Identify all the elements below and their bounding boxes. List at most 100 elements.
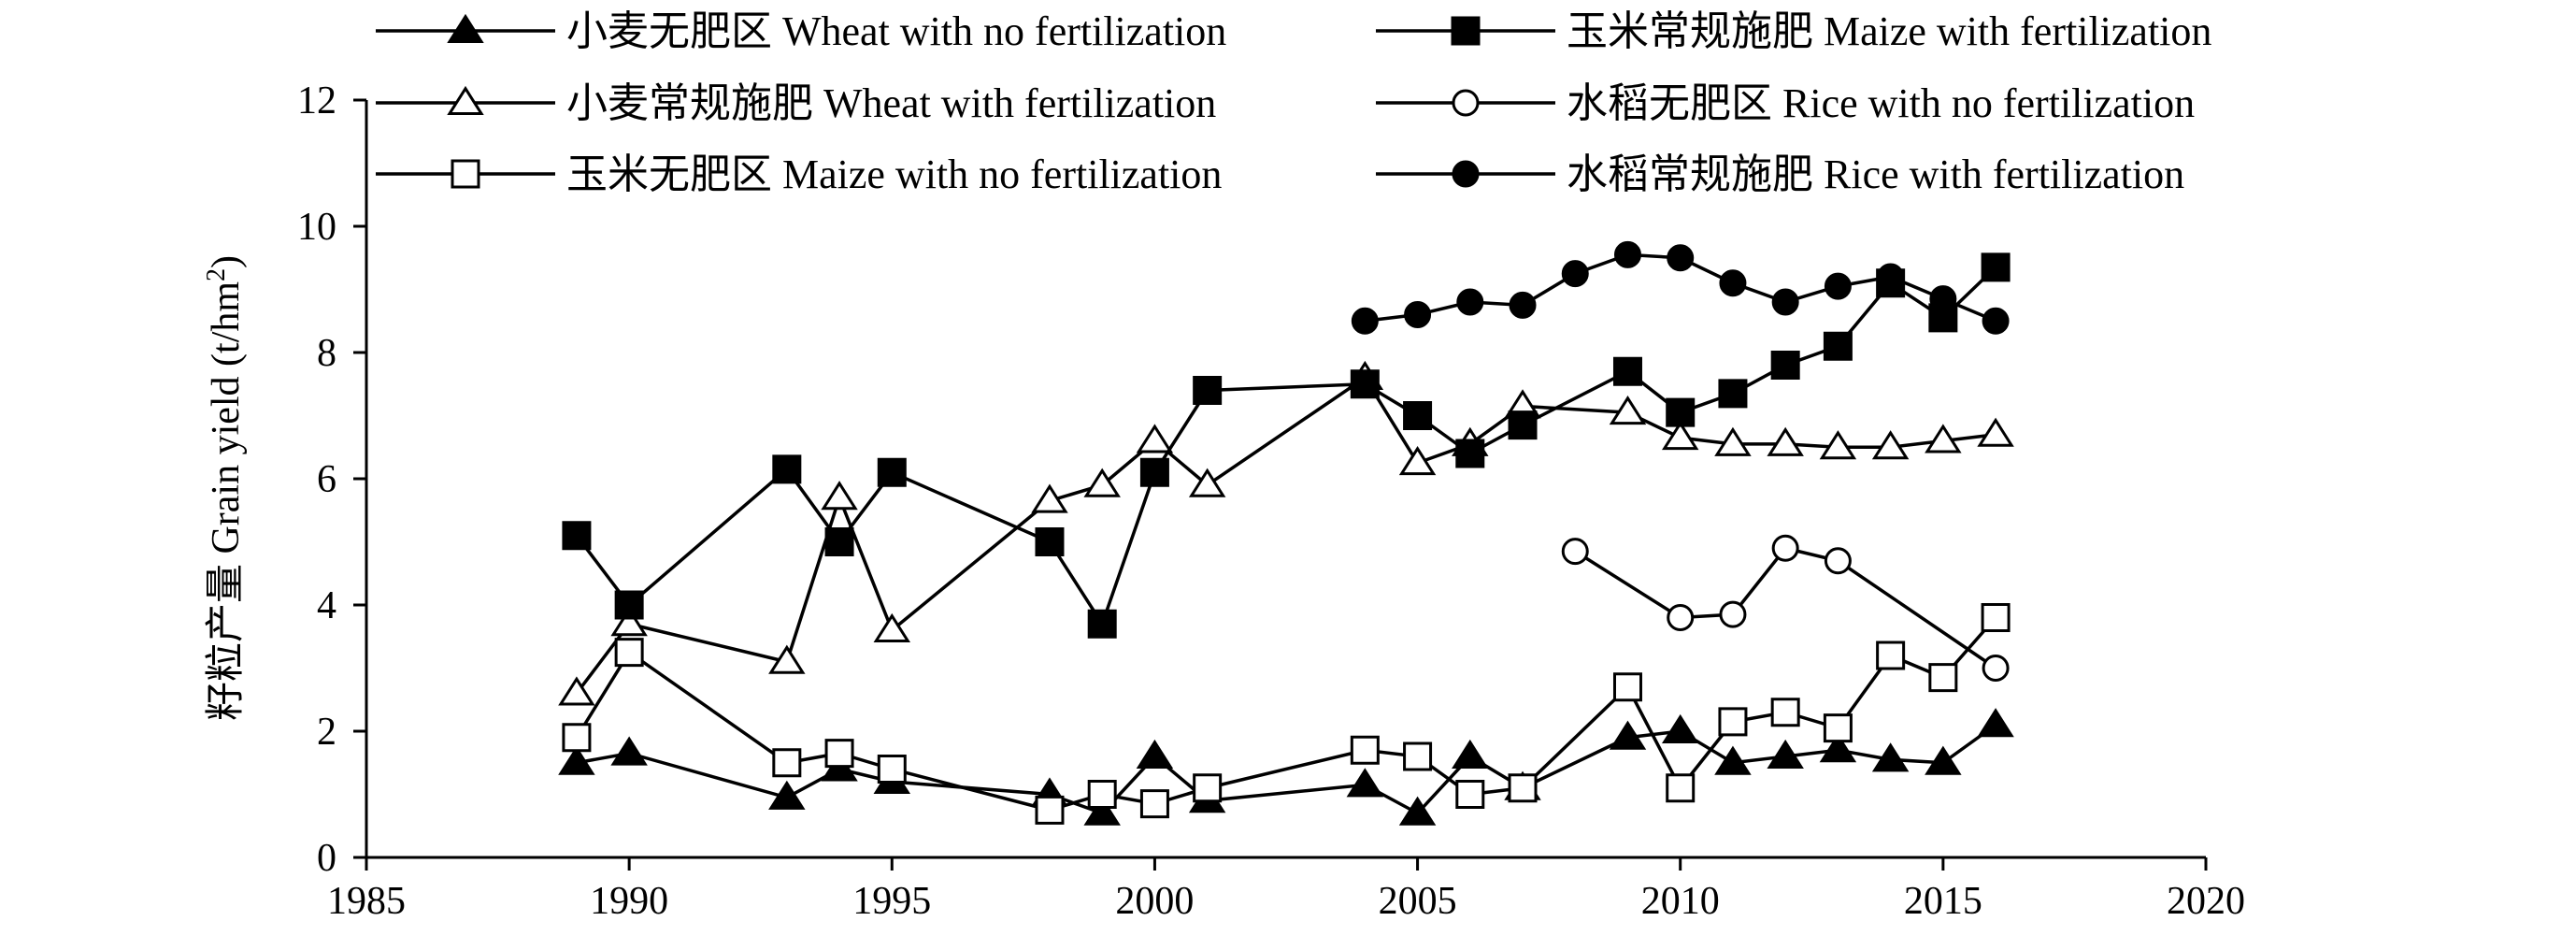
square-marker (877, 457, 907, 487)
series-4 (562, 252, 2011, 639)
triangle-marker (1714, 745, 1752, 775)
square-marker (1928, 663, 1958, 693)
circle-marker (1982, 655, 2010, 682)
triangle-marker (1661, 421, 1699, 451)
triangle-marker (1136, 424, 1174, 453)
axes: 1985 1990 1995 2000 2005 2010 2015 2020 0 2 4 6 8 10 1… (297, 79, 2245, 923)
y-tick-label: 2 (317, 711, 336, 754)
circle-marker (1452, 160, 1480, 188)
circle-marker (1667, 604, 1695, 631)
square-marker (1666, 397, 1696, 427)
square-marker (614, 590, 644, 620)
triangle-marker (768, 644, 806, 674)
circle-marker (1613, 240, 1641, 268)
triangle-marker (1136, 739, 1174, 769)
y-tick-label: 4 (317, 584, 336, 627)
y-tick-label: 6 (317, 458, 336, 501)
circle-marker (1929, 285, 1957, 313)
x-tick-label: 2015 (1904, 880, 1982, 923)
triangle-marker (821, 481, 858, 511)
square-marker (1350, 369, 1380, 399)
square-marker (1035, 527, 1065, 556)
circle-marker (1667, 244, 1695, 272)
square-marker (1193, 773, 1223, 803)
triangle-marker (768, 780, 806, 810)
square-marker (1981, 252, 2011, 282)
triangle-marker (1977, 708, 2014, 738)
square-marker (1508, 410, 1538, 440)
y-axis-label-sup: 2 (202, 268, 231, 281)
square-marker (1666, 773, 1696, 803)
triangle-marker (610, 736, 648, 766)
square-marker (877, 755, 907, 784)
triangle-marker (1452, 739, 1489, 769)
legend-label: 玉米无肥区 Maize with no fertilization (566, 151, 1222, 197)
square-marker (1823, 713, 1853, 743)
circle-marker (1824, 547, 1852, 575)
y-tick-label: 12 (297, 79, 336, 122)
triangle-marker (1031, 483, 1068, 513)
series-layer (558, 240, 2014, 826)
triangle-marker (1819, 733, 1857, 763)
triangle-marker (1925, 745, 1962, 775)
square-marker (614, 638, 644, 668)
square-marker (1770, 351, 1800, 380)
square-marker (562, 521, 592, 551)
triangle-marker (558, 745, 595, 775)
x-tick-label: 1985 (327, 880, 406, 923)
square-marker (1087, 609, 1117, 639)
x-tick-label: 2000 (1115, 880, 1194, 923)
legend-item: 小麦常规施肥 Wheat with fertilization (376, 80, 1216, 126)
square-marker (1981, 603, 2011, 632)
series-2 (558, 360, 2014, 706)
legend: 小麦无肥区 Wheat with no fertilization 玉米常规施肥 … (376, 8, 2211, 197)
square-marker (772, 454, 802, 484)
y-tick-label: 10 (297, 206, 336, 249)
triangle-marker (610, 607, 648, 637)
circle-marker (1771, 288, 1799, 316)
square-marker (1508, 773, 1538, 803)
circle-marker (1452, 89, 1480, 117)
circle-marker (1404, 301, 1432, 328)
square-marker (1087, 780, 1117, 809)
square-marker (1350, 735, 1380, 765)
square-marker (1612, 356, 1642, 386)
square-marker (1139, 457, 1169, 487)
triangle-marker (1398, 796, 1437, 826)
square-marker (1876, 641, 1906, 670)
legend-label: 水稻无肥区 Rice with no fertilization (1567, 80, 2195, 126)
circle-marker (1456, 288, 1484, 316)
triangle-marker (447, 85, 484, 115)
triangle-marker (1767, 739, 1804, 769)
triangle-marker (558, 676, 595, 706)
square-marker (1139, 789, 1169, 819)
triangle-marker (1188, 468, 1226, 497)
x-tick-label: 2020 (2167, 880, 2245, 923)
triangle-marker (447, 13, 484, 43)
square-marker (1451, 16, 1481, 46)
triangle-marker (1977, 417, 2014, 447)
square-marker (1823, 331, 1853, 361)
y-tick-label: 8 (317, 332, 336, 375)
square-marker (1193, 376, 1223, 405)
square-marker (1718, 379, 1748, 409)
x-tick-label: 2005 (1379, 880, 1457, 923)
circle-marker (1351, 307, 1379, 335)
triangle-marker (1609, 396, 1647, 425)
square-marker (1455, 780, 1485, 809)
triangle-marker (1398, 446, 1437, 476)
square-marker (451, 159, 480, 189)
series-6 (1351, 240, 2010, 335)
circle-marker (1982, 307, 2010, 335)
circle-marker (1824, 272, 1852, 300)
triangle-marker (1609, 720, 1647, 750)
circle-marker (1877, 263, 1905, 291)
legend-label: 小麦常规施肥 Wheat with fertilization (566, 80, 1216, 126)
x-tick-label: 1990 (590, 880, 668, 923)
series-5 (1561, 534, 2010, 682)
triangle-marker (1925, 424, 1962, 453)
square-marker (1455, 439, 1485, 468)
triangle-marker (1346, 768, 1384, 798)
square-marker (824, 739, 854, 769)
